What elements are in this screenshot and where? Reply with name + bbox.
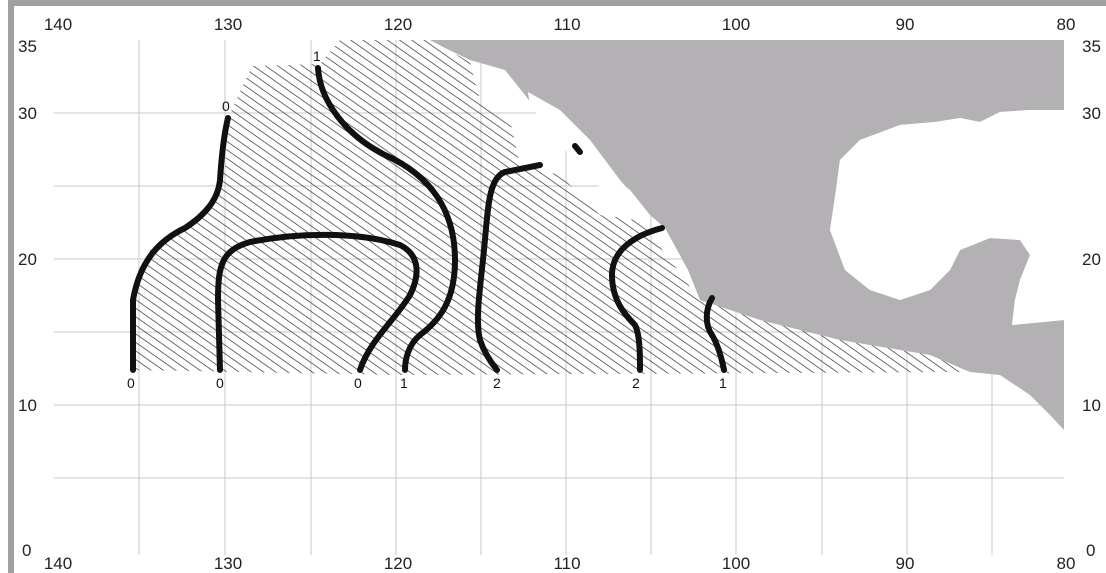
lat-tick-right: 30 xyxy=(1082,104,1101,123)
lon-tick-bottom: 80 xyxy=(1057,554,1076,573)
contour-label: 1 xyxy=(313,48,321,64)
lon-tick-bottom: 100 xyxy=(722,554,750,573)
lon-tick-bottom: 120 xyxy=(384,554,412,573)
contour-line-2-right xyxy=(608,225,665,373)
lat-tick-right: 35 xyxy=(1082,37,1101,56)
lat-tick-left: 10 xyxy=(18,396,37,415)
landmass xyxy=(430,40,1064,430)
contour-label: 2 xyxy=(493,375,501,391)
contour-label: 0 xyxy=(127,375,135,391)
gulf-of-mexico-water xyxy=(830,110,1064,325)
contour-short-tick xyxy=(572,143,583,155)
lon-tick-top: 80 xyxy=(1057,15,1076,34)
lon-tick-top: 90 xyxy=(896,15,915,34)
frame-left-bar xyxy=(8,0,14,573)
contour-line-0-inner-loop xyxy=(214,231,420,373)
lat-tick-right: 20 xyxy=(1082,250,1101,269)
lon-tick-bottom: 130 xyxy=(214,554,242,573)
contour-label: 0 xyxy=(354,375,362,391)
lat-tick-left: 0 xyxy=(22,541,31,560)
lat-tick-left: 35 xyxy=(18,37,37,56)
lat-tick-left: 30 xyxy=(18,104,37,123)
lon-tick-top: 120 xyxy=(384,15,412,34)
contour-label: 0 xyxy=(216,375,224,391)
lon-tick-bottom: 90 xyxy=(896,554,915,573)
lon-tick-top: 140 xyxy=(44,15,72,34)
contour-line-0-outer xyxy=(130,115,231,373)
lon-tick-top: 110 xyxy=(553,15,580,34)
contour-line-2-left xyxy=(474,162,543,373)
gulf-water xyxy=(528,92,650,220)
lon-tick-bottom: 110 xyxy=(553,554,580,573)
contour-label: 1 xyxy=(719,375,727,391)
lon-tick-bottom: 140 xyxy=(44,554,72,573)
frame-top-bar xyxy=(8,0,1106,6)
contour-line-1-left xyxy=(315,65,459,373)
lat-tick-right: 10 xyxy=(1082,396,1101,415)
lon-tick-top: 100 xyxy=(722,15,750,34)
contour-line-1-right xyxy=(703,295,727,373)
lon-tick-top: 130 xyxy=(214,15,242,34)
lat-tick-right: 0 xyxy=(1086,541,1095,560)
contour-label: 0 xyxy=(222,98,230,114)
contour-label: 2 xyxy=(632,375,640,391)
lat-tick-left: 20 xyxy=(18,250,37,269)
contour-label: 1 xyxy=(400,375,408,391)
